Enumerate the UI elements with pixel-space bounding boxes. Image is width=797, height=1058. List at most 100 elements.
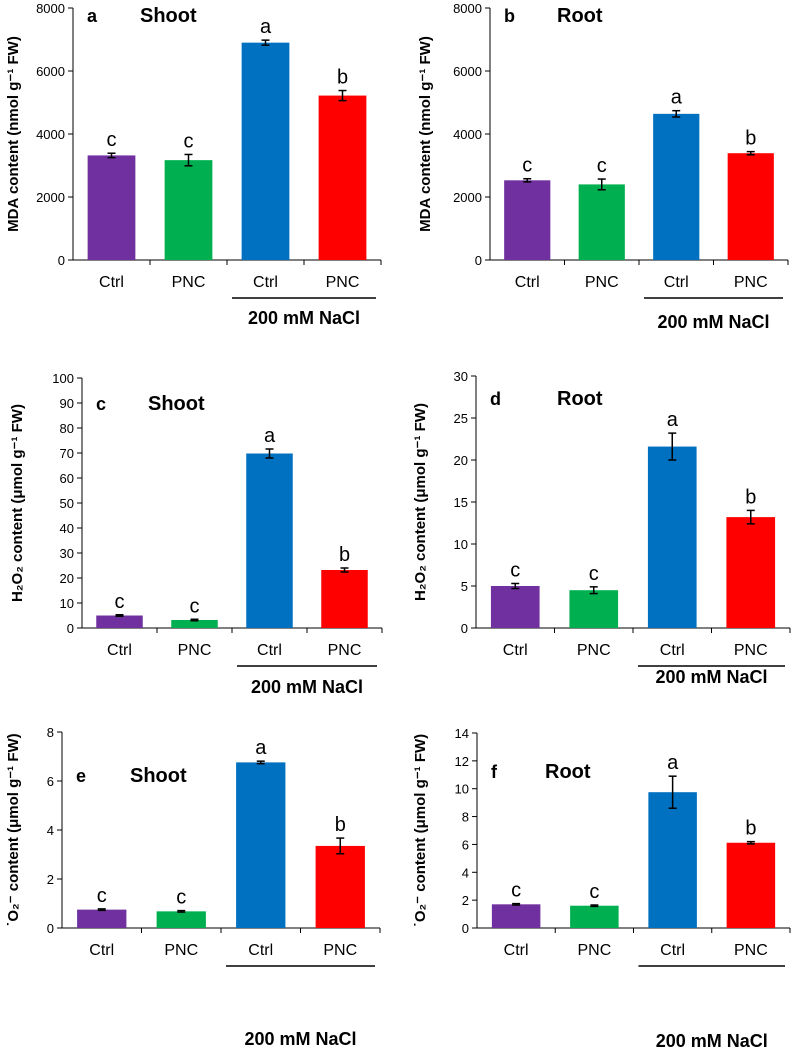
chart-title: Shoot xyxy=(148,393,205,415)
y-tick-label: 40 xyxy=(60,521,74,536)
y-tick-label: 4 xyxy=(462,865,469,880)
x-tick-label: Ctrl xyxy=(503,642,528,659)
significance-letter: a xyxy=(255,737,267,759)
y-axis-label: MDA content (nmol g⁻¹ FW) xyxy=(417,36,434,232)
chart-title: Root xyxy=(557,5,603,27)
y-tick-label: 10 xyxy=(455,782,469,797)
x-tick-label: Ctrl xyxy=(664,274,689,291)
chart-title: Root xyxy=(545,761,591,783)
bar xyxy=(164,160,213,260)
x-tick-label: PNC xyxy=(328,642,362,659)
y-tick-label: 30 xyxy=(454,369,468,384)
panel-letter: b xyxy=(504,6,515,26)
x-tick-label: PNC xyxy=(585,274,619,291)
x-tick-label: Ctrl xyxy=(257,642,282,659)
y-tick-label: 15 xyxy=(454,495,468,510)
x-tick-label: PNC xyxy=(577,942,611,959)
x-tick-label: Ctrl xyxy=(253,274,278,291)
y-axis-label: H₂O₂ content (μmol g⁻¹ FW) xyxy=(412,403,429,601)
y-tick-label: 2 xyxy=(47,872,54,887)
significance-letter: c xyxy=(510,559,520,581)
y-tick-label: 80 xyxy=(60,421,74,436)
y-tick-label: 100 xyxy=(52,371,74,386)
y-tick-label: 10 xyxy=(60,596,74,611)
significance-letter: c xyxy=(511,880,521,902)
chart-title: Root xyxy=(557,388,603,410)
x-tick-label: Ctrl xyxy=(89,942,114,959)
bar xyxy=(653,113,700,260)
y-tick-label: 14 xyxy=(455,726,469,741)
y-tick-label: 0 xyxy=(47,921,54,936)
y-tick-label: 4000 xyxy=(453,127,482,142)
panel-b: 0 2000 4000 6000 8000 c Ctrl c PNC a Ctrl b PNC 200 m… xyxy=(417,1,789,332)
y-tick-label: 0 xyxy=(67,621,74,636)
y-tick-label: 0 xyxy=(462,921,469,936)
bar xyxy=(578,184,625,260)
significance-letter: c xyxy=(190,595,200,617)
y-tick-label: 2 xyxy=(462,893,469,908)
group-label: 200 mM NaCl xyxy=(251,677,363,697)
y-tick-label: 2000 xyxy=(453,190,482,205)
x-tick-label: Ctrl xyxy=(248,942,273,959)
bar xyxy=(647,446,697,628)
significance-letter: b xyxy=(745,818,756,840)
chart-title: Shoot xyxy=(140,5,197,27)
x-tick-label: PNC xyxy=(172,274,206,291)
bar xyxy=(727,153,774,260)
bar xyxy=(570,905,619,928)
bar xyxy=(504,180,551,260)
panel-letter: d xyxy=(490,389,501,409)
y-axis-label: ˙O₂⁻ content (μmol g⁻¹ FW) xyxy=(412,734,429,927)
y-tick-label: 90 xyxy=(60,396,74,411)
x-tick-label: PNC xyxy=(164,942,198,959)
y-tick-label: 8 xyxy=(462,810,469,825)
y-tick-label: 70 xyxy=(60,446,74,461)
y-axis-label: MDA content (nmol g⁻¹ FW) xyxy=(5,36,22,232)
group-label: 200 mM NaCl xyxy=(657,312,769,332)
y-axis-label: H₂O₂ content (μmol g⁻¹ FW) xyxy=(9,404,26,602)
bar xyxy=(241,42,290,261)
y-tick-label: 10 xyxy=(454,537,468,552)
x-tick-label: PNC xyxy=(577,642,611,659)
panel-d: 0 5 10 15 20 25 30 c Ctrl c PNC a Ctrl b PNC 200 mM NaC… xyxy=(412,369,791,687)
y-tick-label: 0 xyxy=(461,621,468,636)
y-tick-label: 8 xyxy=(47,725,54,740)
significance-letter: c xyxy=(176,887,186,909)
x-tick-label: PNC xyxy=(323,942,357,959)
significance-letter: a xyxy=(667,409,679,431)
significance-letter: c xyxy=(589,881,599,903)
significance-letter: c xyxy=(522,155,532,177)
y-tick-label: 12 xyxy=(455,754,469,769)
y-tick-label: 8000 xyxy=(453,1,482,16)
significance-letter: c xyxy=(184,130,194,152)
x-tick-label: PNC xyxy=(734,642,768,659)
y-tick-label: 20 xyxy=(60,571,74,586)
x-tick-label: Ctrl xyxy=(107,642,132,659)
chart-title: Shoot xyxy=(130,765,187,787)
y-tick-label: 6000 xyxy=(453,64,482,79)
bar xyxy=(726,517,776,628)
significance-letter: a xyxy=(667,752,679,774)
y-tick-label: 2000 xyxy=(36,190,65,205)
significance-letter: a xyxy=(264,425,276,447)
y-tick-label: 5 xyxy=(461,579,468,594)
significance-letter: c xyxy=(107,129,117,151)
panel-letter: f xyxy=(491,762,498,782)
x-tick-label: Ctrl xyxy=(504,942,529,959)
significance-letter: b xyxy=(745,486,756,508)
x-tick-label: Ctrl xyxy=(515,274,540,291)
y-tick-label: 6 xyxy=(462,837,469,852)
significance-letter: c xyxy=(597,155,607,177)
panel-letter: c xyxy=(96,394,106,414)
y-tick-label: 0 xyxy=(58,253,65,268)
bar xyxy=(77,909,127,928)
x-tick-label: Ctrl xyxy=(99,274,124,291)
bar xyxy=(156,911,206,928)
y-tick-label: 4000 xyxy=(36,127,65,142)
y-tick-label: 30 xyxy=(60,546,74,561)
y-tick-label: 8000 xyxy=(36,1,65,16)
bar xyxy=(171,620,218,628)
y-axis-label: ˙O₂⁻ content (μmol g⁻¹ FW) xyxy=(5,733,22,926)
panel-letter: a xyxy=(87,6,98,26)
bar xyxy=(246,453,293,628)
